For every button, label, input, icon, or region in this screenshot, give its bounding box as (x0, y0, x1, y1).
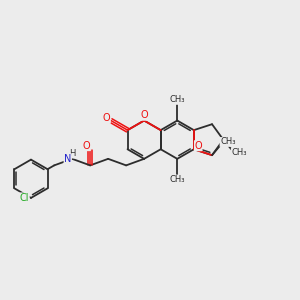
Text: CH₃: CH₃ (169, 175, 185, 184)
Text: Cl: Cl (20, 193, 29, 203)
Text: H: H (69, 149, 75, 158)
Text: O: O (103, 113, 110, 123)
Text: O: O (140, 110, 148, 120)
Text: N: N (64, 154, 71, 164)
Text: O: O (83, 141, 90, 151)
Text: CH₃: CH₃ (220, 137, 236, 146)
Text: CH₃: CH₃ (169, 95, 185, 104)
Text: CH₃: CH₃ (231, 148, 247, 158)
Text: O: O (194, 141, 202, 151)
